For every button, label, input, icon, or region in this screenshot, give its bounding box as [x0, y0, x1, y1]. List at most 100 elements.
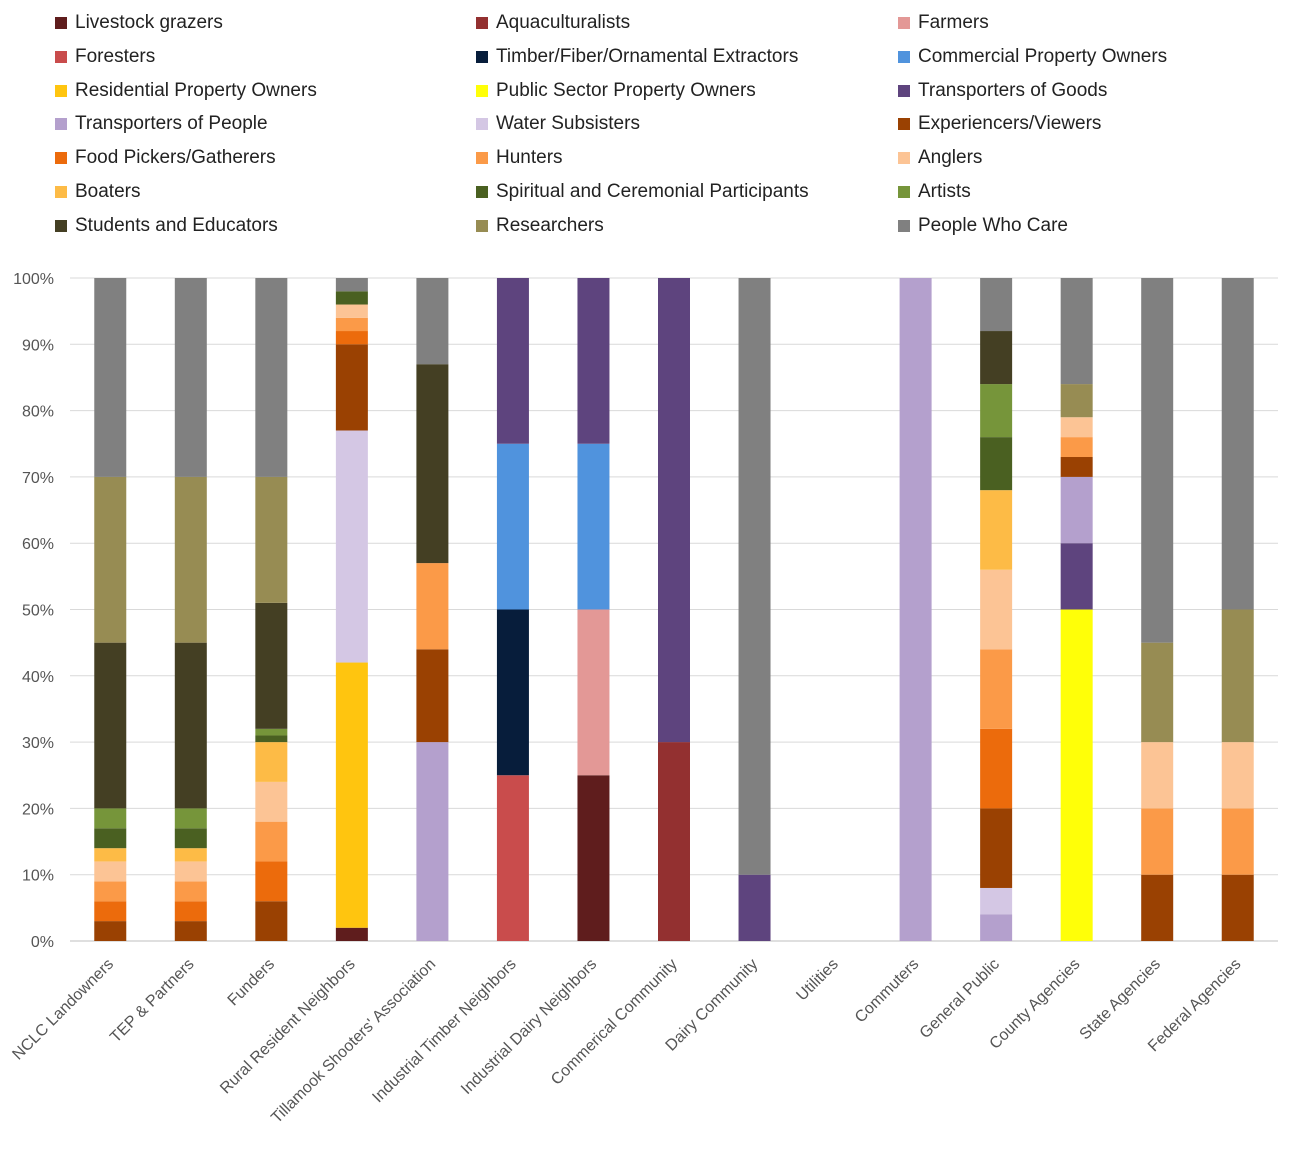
y-tick-label: 30%: [22, 735, 54, 752]
bar-segment-general-public-food-pickers-gatherers: [980, 728, 1013, 809]
bar-segment-county-agencies-anglers: [1060, 417, 1093, 438]
legend-label: Livestock grazers: [75, 12, 223, 33]
legend-label: Transporters of People: [75, 113, 268, 135]
bar-segment-general-public-anglers: [980, 569, 1013, 650]
bar-segment-federal-agencies-anglers: [1221, 742, 1254, 809]
y-tick-label: 70%: [22, 470, 54, 487]
bar-segment-state-agencies-anglers: [1141, 742, 1174, 809]
bar-segment-nclc-landowners-experiencers-viewers: [94, 921, 127, 941]
bar-segment-federal-agencies-researchers: [1221, 609, 1254, 743]
legend-swatch: [476, 118, 488, 131]
legend-swatch: [55, 84, 67, 97]
bar-segment-rural-resident-neighbors-livestock-grazers: [335, 927, 368, 941]
bar-segment-industrial-dairy-neighbors-farmers: [577, 609, 610, 776]
bar-segment-rural-resident-neighbors-spiritual-and-ceremonial-participants: [335, 291, 368, 305]
bar-segment-tep-partners-anglers: [174, 861, 207, 882]
x-category-label: NCLC Landowners: [9, 956, 117, 1064]
x-category-label: Tillamook Shooters' Association: [268, 956, 439, 1127]
bar-segment-county-agencies-transporters-of-goods: [1060, 543, 1093, 610]
y-tick-label: 40%: [22, 669, 54, 686]
legend-swatch: [898, 84, 910, 97]
legend-swatch: [55, 219, 67, 232]
legend-item-food-pickers-gatherers: Food Pickers/Gatherers: [55, 143, 276, 173]
bar-segment-funders-boaters: [255, 742, 288, 782]
bar-segment-county-agencies-transporters-of-people: [1060, 476, 1093, 544]
legend-item-aquaculturalists: Aquaculturalists: [476, 8, 630, 38]
legend-label: Boaters: [75, 181, 141, 202]
legend-swatch: [476, 84, 488, 97]
legend-swatch: [476, 186, 488, 198]
legend-item-hunters: Hunters: [476, 143, 563, 173]
legend-swatch: [898, 152, 910, 165]
legend-item-farmers: Farmers: [898, 8, 989, 38]
bar-segment-state-agencies-experiencers-viewers: [1141, 874, 1174, 941]
bar-segment-funders-researchers: [255, 476, 288, 603]
bar-segment-industrial-timber-neighbors-commercial-property-owners: [496, 443, 529, 610]
legend-swatch: [476, 219, 488, 232]
bar-segment-federal-agencies-people-who-care: [1221, 278, 1254, 610]
bar-segment-funders-anglers: [255, 781, 288, 822]
legend-swatch: [55, 17, 67, 29]
bar-segment-nclc-landowners-artists: [94, 808, 127, 829]
bar-segment-county-agencies-experiencers-viewers: [1060, 457, 1093, 477]
bar-segment-general-public-transporters-of-people: [980, 914, 1013, 941]
legend-item-people-who-care: People Who Care: [898, 211, 1068, 241]
bar-segment-rural-resident-neighbors-experiencers-viewers: [335, 344, 368, 431]
x-category-label: Funders: [225, 956, 279, 1010]
bar-segment-county-agencies-people-who-care: [1060, 278, 1093, 385]
bar-segment-county-agencies-researchers: [1060, 384, 1093, 418]
legend-item-residential-property-owners: Residential Property Owners: [55, 76, 317, 106]
bar-segment-general-public-spiritual-and-ceremonial-participants: [980, 437, 1013, 491]
bar-segment-tep-partners-hunters: [174, 881, 207, 902]
legend-label: Timber/Fiber/Ornamental Extractors: [496, 45, 799, 67]
bar-segment-industrial-timber-neighbors-transporters-of-goods: [496, 278, 529, 444]
legend-swatch: [55, 152, 67, 165]
y-tick-label: 80%: [22, 404, 54, 421]
bar-segment-funders-people-who-care: [255, 278, 288, 477]
bar-segment-rural-resident-neighbors-residential-property-owners: [335, 662, 368, 928]
bar-segment-industrial-timber-neighbors-foresters: [496, 775, 529, 941]
legend-label: Spiritual and Ceremonial Participants: [496, 181, 809, 202]
bar-segment-rural-resident-neighbors-water-subsisters: [335, 430, 368, 663]
legend-label: Hunters: [496, 147, 563, 169]
bar-segment-nclc-landowners-hunters: [94, 881, 127, 902]
legend-label: Commercial Property Owners: [918, 45, 1168, 67]
bar-segment-tep-partners-experiencers-viewers: [174, 921, 207, 941]
bar-segment-general-public-hunters: [980, 649, 1013, 729]
legend-swatch: [898, 17, 910, 29]
legend-swatch: [55, 186, 67, 198]
y-tick-label: 90%: [22, 337, 54, 354]
legend-item-students-and-educators: Students and Educators: [55, 211, 278, 241]
y-tick-label: 100%: [13, 271, 54, 288]
bar-segment-tep-partners-students-and-educators: [174, 642, 207, 809]
bar-segment-funders-students-and-educators: [255, 602, 288, 729]
legend-item-experiencers-viewers: Experiencers/Viewers: [898, 109, 1101, 139]
legend-label: Students and Educators: [75, 214, 278, 236]
legend-item-foresters: Foresters: [55, 42, 155, 72]
bar-segment-funders-food-pickers-gatherers: [255, 861, 288, 902]
legend-label: Experiencers/Viewers: [918, 113, 1102, 135]
legend-swatch: [476, 50, 488, 63]
bar-segment-tep-partners-spiritual-and-ceremonial-participants: [174, 828, 207, 849]
y-tick-label: 50%: [22, 603, 54, 620]
bar-segment-nclc-landowners-people-who-care: [94, 278, 127, 477]
x-category-label: Industrial Timber Neighbors: [369, 956, 519, 1106]
x-category-label: TEP & Partners: [107, 956, 197, 1046]
bar-segment-funders-spiritual-and-ceremonial-participants: [255, 735, 288, 743]
legend-swatch: [898, 50, 910, 63]
bar-segment-general-public-artists: [980, 384, 1013, 438]
bar-segment-tillamook-shooters-association-experiencers-viewers: [416, 649, 449, 743]
bar-segment-dairy-community-transporters-of-goods: [738, 874, 771, 941]
bar-segment-nclc-landowners-boaters: [94, 848, 127, 862]
bar-segment-tillamook-shooters-association-hunters: [416, 563, 449, 650]
legend-item-commercial-property-owners: Commercial Property Owners: [898, 42, 1167, 72]
legend-item-transporters-of-people: Transporters of People: [55, 109, 268, 139]
legend-item-spiritual-and-ceremonial-participants: Spiritual and Ceremonial Participants: [476, 177, 809, 207]
bar-segment-industrial-dairy-neighbors-transporters-of-goods: [577, 278, 610, 444]
legend-label: Public Sector Property Owners: [496, 79, 756, 101]
bar-segment-county-agencies-public-sector-property-owners: [1060, 609, 1093, 941]
legend-item-researchers: Researchers: [476, 211, 604, 241]
y-tick-label: 60%: [22, 536, 54, 553]
bar-segment-nclc-landowners-researchers: [94, 476, 127, 643]
bar-segment-tep-partners-food-pickers-gatherers: [174, 901, 207, 922]
